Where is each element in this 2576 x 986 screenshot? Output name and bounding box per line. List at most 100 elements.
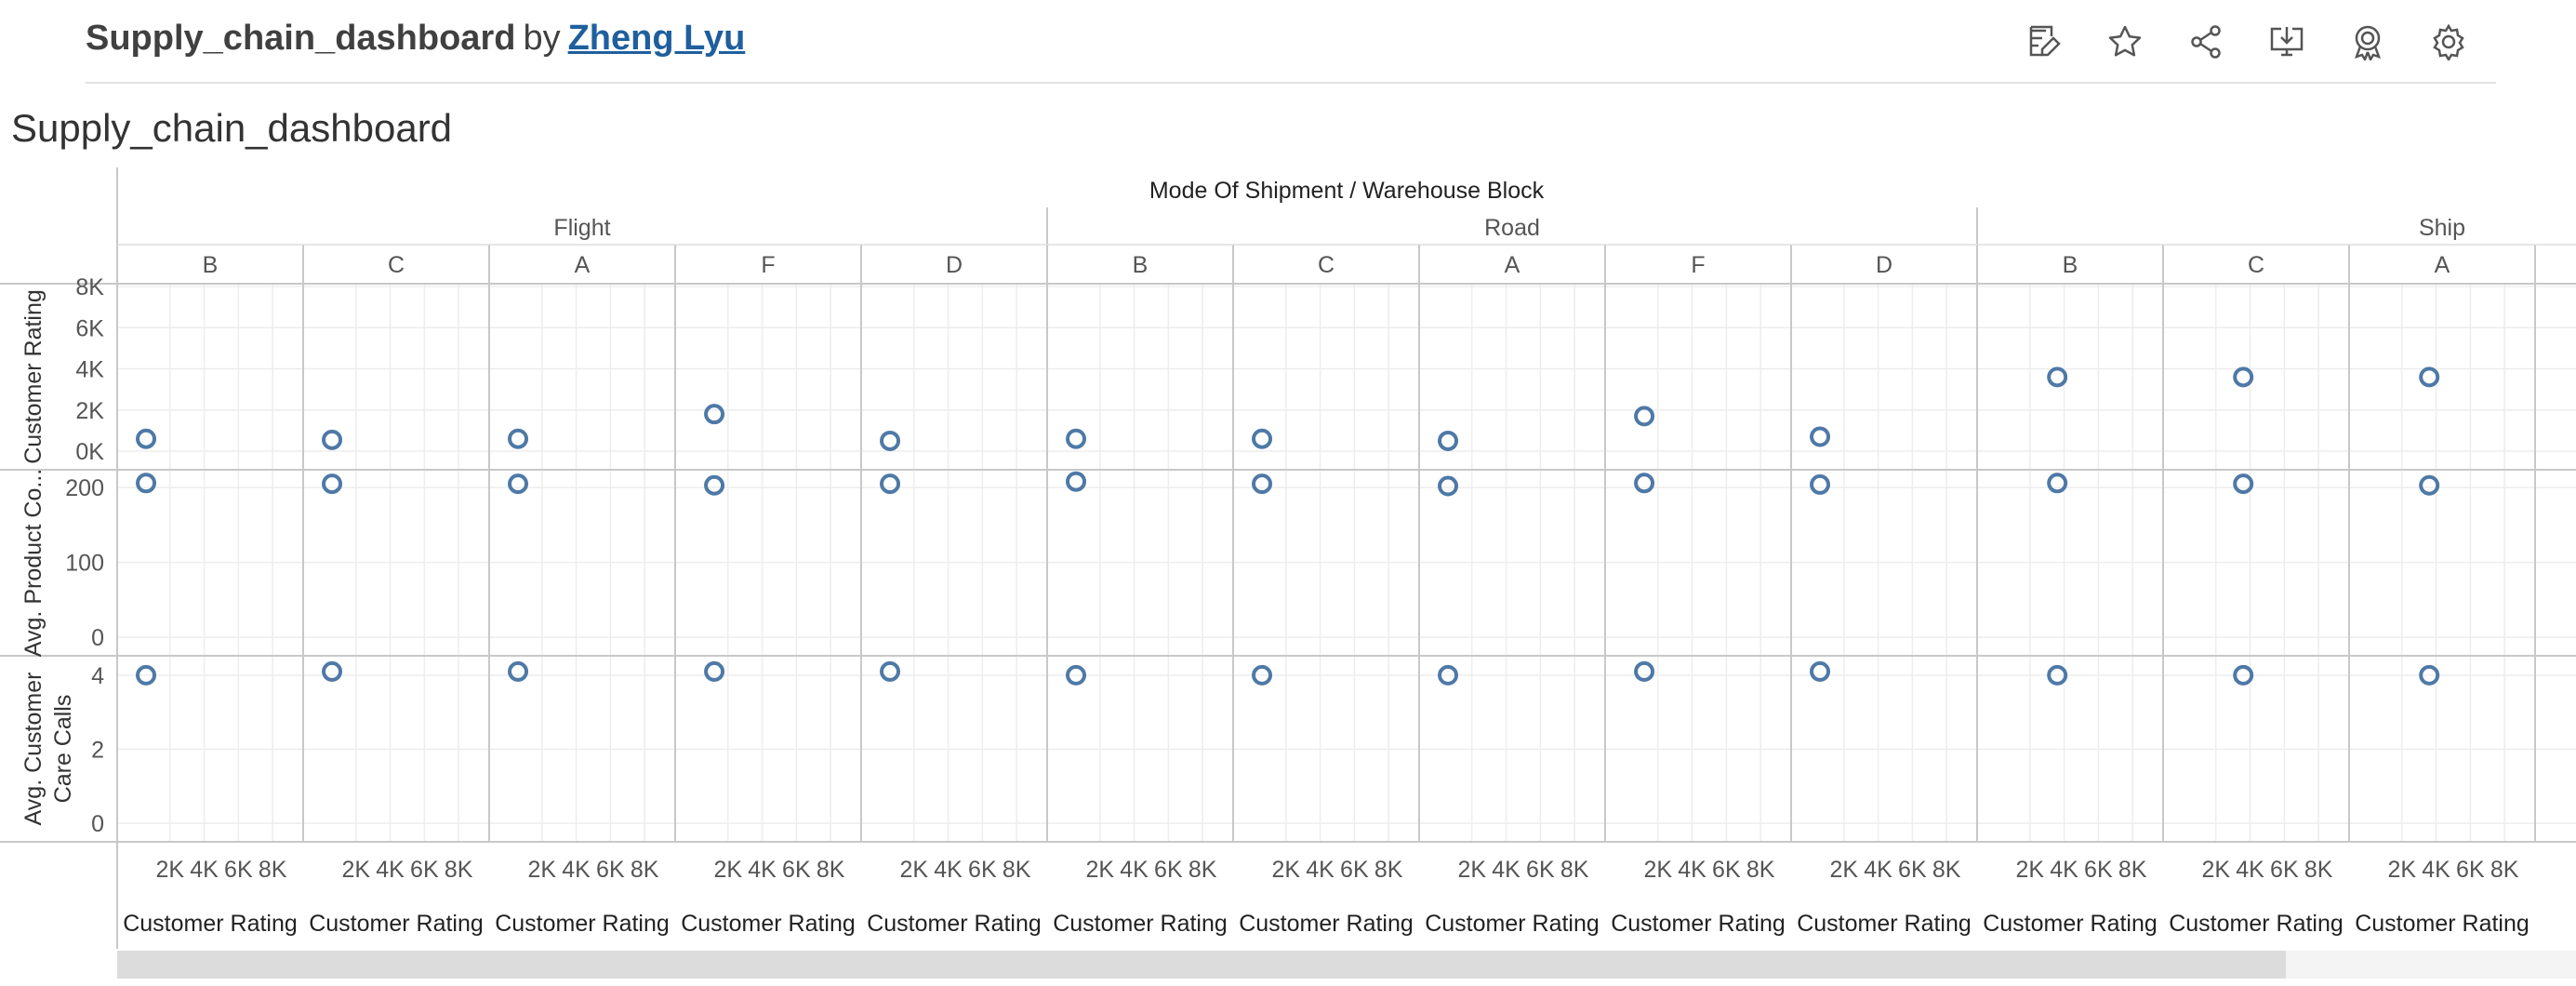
data-point-road-f — [1636, 474, 1653, 491]
x-tick-label: 4K — [2236, 857, 2264, 883]
y-tick-label: 6K — [75, 315, 104, 341]
data-point-flight-a — [510, 475, 526, 492]
share-button[interactable] — [2178, 19, 2234, 65]
y-tick-label: 4 — [91, 663, 104, 689]
block-header: F — [761, 252, 775, 278]
x-tick-label: 2K — [2201, 857, 2230, 883]
edit-icon — [2025, 23, 2063, 60]
data-point-ship-b — [2049, 368, 2065, 385]
block-header: D — [946, 252, 963, 278]
sheet-title: Supply_chain_dashboard — [11, 106, 452, 151]
mode-header-ship: Ship — [2419, 215, 2465, 241]
block-header: A — [575, 252, 591, 278]
edit-button[interactable] — [2016, 19, 2072, 65]
x-tick-label: 4K — [1864, 857, 1892, 883]
x-tick-label: 6K — [782, 857, 811, 883]
x-tick-label: 8K — [1188, 857, 1217, 883]
scatter-chart: Mode Of Shipment / Warehouse Block Flight… — [0, 167, 2576, 951]
y-tick-label: 200 — [65, 475, 104, 501]
y-tick-label: 8K — [75, 274, 104, 300]
x-tick-label: 6K — [596, 857, 625, 883]
scrollbar-thumb[interactable] — [117, 951, 2286, 979]
horizontal-scrollbar[interactable] — [117, 951, 2576, 979]
mode-header-flight: Flight — [553, 215, 610, 241]
x-tick-label: 8K — [259, 857, 287, 883]
x-tick-label: 8K — [1746, 857, 1775, 883]
data-point-road-c — [1254, 475, 1270, 492]
x-tick-label: 4K — [2422, 857, 2450, 883]
x-tick-label: 2K — [713, 857, 742, 883]
download-icon — [2268, 23, 2305, 60]
data-point-flight-b — [138, 474, 154, 491]
x-tick-label: 2K — [527, 857, 556, 883]
x-tick-label: 8K — [1003, 857, 1031, 883]
x-tick-label: 6K — [1898, 857, 1927, 883]
block-header: B — [2063, 252, 2078, 278]
data-point-ship-a — [2421, 477, 2437, 494]
x-tick-label: 8K — [1374, 857, 1403, 883]
data-point-flight-a — [510, 663, 526, 680]
favorite-button[interactable] — [2097, 19, 2153, 65]
x-tick-label: 2K — [899, 857, 928, 883]
x-tick-label: 6K — [1340, 857, 1369, 883]
badge-icon — [2349, 23, 2386, 60]
x-tick-label: 8K — [2304, 857, 2333, 883]
row-label: Avg. Product Co... — [20, 469, 46, 657]
data-point-flight-f — [706, 663, 723, 680]
data-point-road-b — [1068, 431, 1084, 447]
data-point-road-d — [1812, 476, 1828, 493]
x-tick-label: 8K — [445, 857, 473, 883]
data-point-ship-b — [2049, 474, 2065, 491]
x-tick-label: 4K — [1678, 857, 1706, 883]
x-tick-label: 4K — [1120, 857, 1149, 883]
x-tick-label: 4K — [190, 857, 219, 883]
x-tick-label: 6K — [968, 857, 997, 883]
block-header: C — [388, 252, 405, 278]
data-point-road-a — [1440, 478, 1456, 495]
y-tick-label: 4K — [75, 357, 104, 383]
x-tick-label: 2K — [155, 857, 184, 883]
row-label: Avg. Customer — [20, 673, 46, 826]
block-header: C — [2248, 252, 2264, 278]
x-axis-title: Customer Rating — [123, 911, 298, 937]
x-axis-title: Customer Rating — [681, 911, 856, 937]
block-header: D — [1876, 252, 1892, 278]
x-tick-label: 6K — [1526, 857, 1555, 883]
metrics-button[interactable] — [2340, 19, 2396, 65]
x-tick-label: 8K — [2118, 857, 2147, 883]
x-axis-title: Customer Rating — [1611, 911, 1786, 937]
x-tick-label: 8K — [1560, 857, 1589, 883]
data-point-flight-c — [324, 475, 340, 492]
toolbar — [2016, 19, 2476, 65]
x-tick-label: 8K — [817, 857, 845, 883]
data-point-flight-c — [324, 432, 340, 448]
data-point-flight-d — [882, 475, 898, 492]
x-tick-label: 6K — [410, 857, 439, 883]
dashboard-header: Supply_chain_dashboard by Zheng Lyu — [0, 0, 2576, 84]
x-axis-title: Customer Rating — [1053, 911, 1228, 937]
data-point-road-c — [1254, 431, 1270, 447]
mode-header-road: Road — [1484, 215, 1540, 241]
x-tick-label: 2K — [2015, 857, 2044, 883]
x-tick-label: 4K — [748, 857, 777, 883]
settings-button[interactable] — [2421, 19, 2476, 65]
x-tick-label: 2K — [1085, 857, 1114, 883]
x-axis-title: Customer Rating — [1797, 911, 1972, 937]
data-point-flight-f — [706, 477, 723, 494]
author-link[interactable]: Zheng Lyu — [568, 19, 746, 58]
x-tick-label: 6K — [2084, 857, 2113, 883]
x-tick-label: 2K — [1271, 857, 1300, 883]
download-button[interactable] — [2259, 19, 2315, 65]
x-axis-title: Customer Rating — [1425, 911, 1600, 937]
data-point-road-d — [1812, 429, 1828, 446]
x-tick-label: 4K — [2050, 857, 2078, 883]
x-tick-label: 8K — [631, 857, 659, 883]
x-axis-title: Customer Rating — [495, 911, 670, 937]
x-tick-label: 4K — [562, 857, 591, 883]
block-header: B — [1133, 252, 1149, 278]
y-tick-label: 2 — [91, 737, 104, 763]
x-axis-title: Customer Rating — [309, 911, 484, 937]
dashboard-title: Supply_chain_dashboard — [86, 19, 515, 58]
block-header: C — [1318, 252, 1334, 278]
data-point-ship-a — [2421, 368, 2437, 385]
